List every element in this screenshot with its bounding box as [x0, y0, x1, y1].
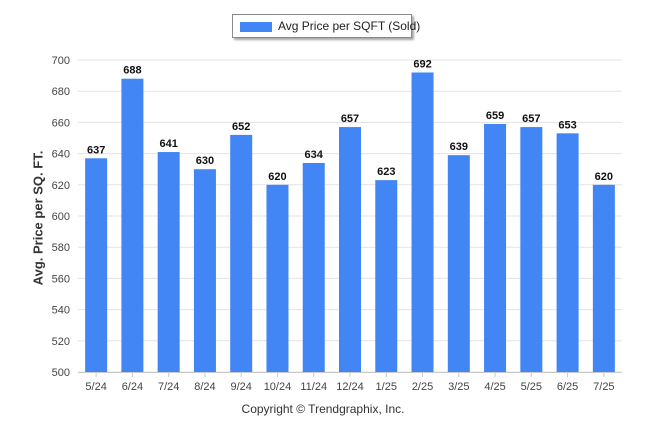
- x-tick-label: 4/25: [484, 381, 505, 393]
- y-tick-label: 620: [52, 180, 70, 192]
- data-label: 620: [595, 171, 613, 183]
- y-tick-label: 700: [52, 55, 70, 67]
- bars: [85, 72, 615, 373]
- legend: Avg Price per SQFT (Sold): [232, 14, 420, 38]
- copyright-text: Copyright © Trendgraphix, Inc.: [241, 402, 405, 416]
- bar: [121, 78, 144, 372]
- x-tick-label: 3/25: [448, 381, 469, 393]
- y-tick-label: 540: [52, 305, 70, 317]
- bar: [157, 152, 180, 372]
- bar: [302, 162, 325, 372]
- legend-swatch: [240, 22, 272, 32]
- y-tick-label: 600: [52, 211, 70, 223]
- bar: [484, 123, 507, 373]
- data-label: 620: [268, 171, 286, 183]
- data-label: 641: [159, 138, 177, 150]
- bar: [411, 72, 434, 372]
- data-label: 652: [232, 121, 250, 133]
- x-tick-label: 12/24: [336, 381, 364, 393]
- data-label: 623: [377, 166, 395, 178]
- bar: [85, 158, 108, 372]
- data-label: 630: [196, 155, 214, 167]
- data-label: 657: [341, 113, 359, 125]
- bar: [375, 180, 398, 372]
- bar: [520, 127, 543, 372]
- x-tick-label: 1/25: [376, 381, 397, 393]
- x-tick-label: 7/25: [593, 381, 614, 393]
- data-label: 639: [450, 141, 468, 153]
- y-tick-label: 580: [52, 242, 70, 254]
- data-label: 634: [305, 149, 324, 161]
- data-labels: 637 688 641 630 652 620 634 657 623 692 639 659 657 6…: [87, 58, 613, 182]
- bar: [556, 133, 579, 372]
- x-tick-label: 11/24: [300, 381, 327, 393]
- x-tick-label: 6/24: [122, 381, 143, 393]
- y-tick-label: 500: [52, 367, 70, 379]
- x-tick-label: 5/25: [521, 381, 542, 393]
- x-tick-label: 6/25: [557, 381, 578, 393]
- legend-label: Avg Price per SQFT (Sold): [278, 19, 421, 33]
- data-label: 653: [558, 119, 576, 131]
- data-label: 637: [87, 144, 105, 156]
- x-tick-label: 5/24: [85, 381, 106, 393]
- bar: [592, 184, 615, 372]
- y-axis: 500 520 540 560 580 600 620 640 660 680 700: [52, 55, 70, 379]
- bar: [230, 134, 253, 372]
- y-tick-label: 640: [52, 149, 70, 161]
- y-tick-label: 560: [52, 273, 70, 285]
- bar: [266, 184, 289, 372]
- x-tick-label: 8/24: [194, 381, 215, 393]
- x-tick-label: 10/24: [264, 381, 292, 393]
- bar: [447, 155, 470, 372]
- bar: [193, 169, 216, 372]
- y-tick-label: 660: [52, 117, 70, 129]
- x-axis: 5/24 6/24 7/24 8/24 9/24 10/24 11/24 12/24 1/25 2…: [85, 372, 615, 393]
- data-label: 657: [522, 113, 540, 125]
- y-tick-label: 680: [52, 86, 70, 98]
- data-label: 692: [413, 58, 431, 70]
- data-label: 659: [486, 110, 504, 122]
- data-label: 688: [123, 65, 141, 77]
- x-tick-label: 7/24: [158, 381, 179, 393]
- y-tick-label: 520: [52, 336, 70, 348]
- bar: [339, 127, 361, 372]
- x-tick-label: 9/24: [230, 381, 251, 393]
- x-tick-label: 2/25: [412, 381, 433, 393]
